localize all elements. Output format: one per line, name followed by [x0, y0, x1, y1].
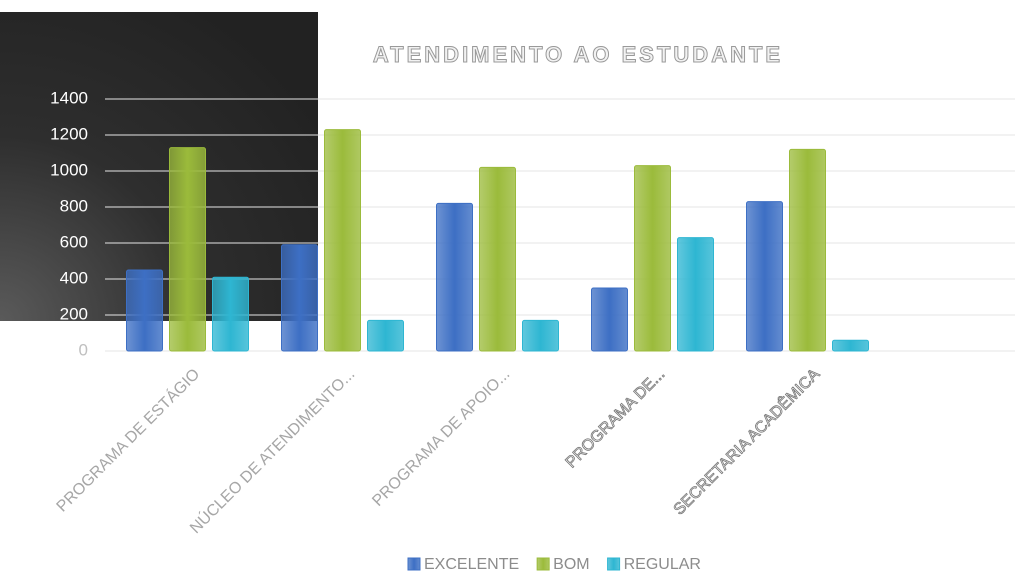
y-tick-label: 1200 — [50, 124, 88, 143]
y-tick-label: 400 — [60, 268, 88, 287]
legend-label: EXCELENTE — [424, 556, 519, 573]
y-tick-label: 600 — [60, 232, 88, 251]
bar — [281, 244, 318, 352]
bar — [324, 129, 361, 352]
y-tick-label: 800 — [60, 196, 88, 215]
x-tick-label: NÚCLEO DE ATENDIMENTO... — [186, 364, 359, 537]
x-tick-label: PROGRAMA DE... — [563, 366, 669, 472]
legend-swatch — [407, 557, 421, 571]
x-tick-label: PROGRAMA DE ESTÁGIO — [52, 364, 203, 515]
x-tick-label: SECRETARIA ACADÊMICA — [669, 364, 823, 518]
bar — [677, 237, 714, 352]
bar — [436, 202, 473, 352]
legend-label: REGULAR — [624, 556, 701, 573]
legend-label: BOM — [553, 556, 589, 573]
x-tick-label: PROGRAMA DE APOIO... — [369, 366, 513, 510]
legend-swatch — [607, 557, 621, 571]
bar — [367, 319, 404, 352]
bar — [634, 165, 671, 352]
y-tick-label: 1000 — [50, 160, 88, 179]
y-tick-label: 0 — [79, 340, 88, 359]
bar — [212, 276, 249, 352]
legend-swatch — [536, 557, 550, 571]
y-tick-label: 200 — [60, 304, 88, 323]
bar — [522, 319, 559, 352]
bar — [789, 148, 826, 352]
bar — [746, 201, 783, 352]
bar — [591, 287, 628, 352]
bar — [832, 339, 869, 352]
y-tick-label: 1400 — [50, 88, 88, 107]
plot: 0 200 400 600 800 1000 1200 1400 PROGRAMA DE EST… — [50, 88, 1015, 573]
bar — [479, 166, 516, 352]
bar — [169, 147, 206, 352]
bar — [126, 269, 163, 352]
chart-title: ATENDIMENTO AO ESTUDANTE — [373, 42, 783, 67]
